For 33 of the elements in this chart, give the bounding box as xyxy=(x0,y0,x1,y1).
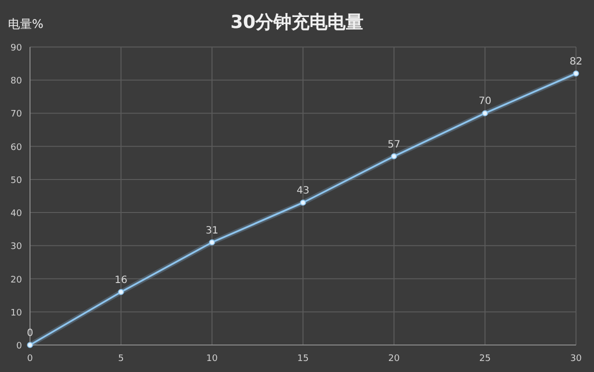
x-tick-label: 30 xyxy=(570,354,582,364)
point xyxy=(118,289,124,296)
y-tick-label: 20 xyxy=(10,275,22,286)
y-axis-title: 电量% xyxy=(8,17,44,31)
y-tick-label: 10 xyxy=(10,308,22,318)
y-tick-label: 40 xyxy=(10,209,22,220)
y-tick-label: 50 xyxy=(10,176,22,186)
x-tick-label: 15 xyxy=(297,354,309,364)
data-label: 82 xyxy=(570,56,582,68)
data-label: 0 xyxy=(26,328,34,339)
data-label: 57 xyxy=(388,139,400,150)
y-tick-label: 80 xyxy=(10,76,22,87)
point xyxy=(391,153,397,160)
y-tick-label: 70 xyxy=(10,110,22,120)
point xyxy=(300,200,306,206)
x-tick-label: 0 xyxy=(27,354,34,364)
chart-title: 30分钟充电电量 xyxy=(230,12,364,33)
data-label: 31 xyxy=(206,225,218,236)
y-tick-label: 30 xyxy=(10,242,22,252)
point xyxy=(482,110,488,116)
data-label: 43 xyxy=(296,186,310,197)
point xyxy=(209,239,215,246)
data-label: 70 xyxy=(478,96,492,108)
data-label: 16 xyxy=(114,275,128,286)
point xyxy=(573,70,579,76)
y-tick-label: 60 xyxy=(10,142,22,153)
point xyxy=(27,342,33,348)
y-tick-label: 0 xyxy=(16,342,22,352)
x-tick-label: 5 xyxy=(118,354,124,364)
x-tick-label: 25 xyxy=(479,354,491,364)
y-tick-label: 90 xyxy=(10,44,22,54)
x-tick-label: 20 xyxy=(388,354,400,364)
x-tick-label: 10 xyxy=(206,354,218,364)
